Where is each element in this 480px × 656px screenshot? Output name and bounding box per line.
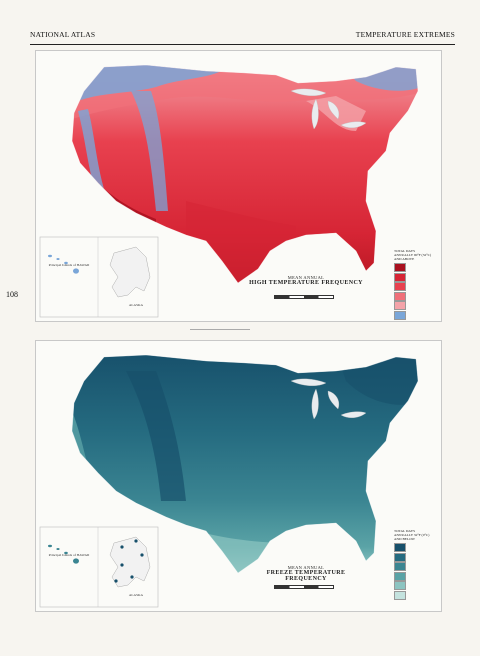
freeze-legend-swatch: [394, 590, 406, 600]
hawaii-inset-label: Principal Islands of HAWAII: [48, 263, 90, 267]
high-temperature-map-panel: Principal Islands of HAWAII ALASKA MEAN …: [35, 50, 442, 322]
freeze-map-scale-bar: [274, 585, 334, 593]
alaska-inset-label: ALASKA: [128, 303, 144, 307]
hawaii-inset-label-freeze: Principal Islands of HAWAII: [48, 553, 90, 557]
high-legend-swatch: [394, 301, 406, 310]
high-map-legend: TOTAL DAYS ANNUALLY 90°F (32°C) AND ABOV…: [394, 249, 434, 320]
inset-frame: [39, 236, 159, 318]
header-rule: [30, 44, 455, 45]
alaska-inset-label-freeze: ALASKA: [128, 593, 144, 597]
page-number: 108: [6, 290, 18, 299]
high-legend-swatch: [394, 263, 406, 272]
freeze-legend-swatch: [394, 581, 406, 590]
freeze-map-title: MEAN ANNUAL FREEZE TEMPERATURE FREQUENCY: [246, 565, 366, 582]
freeze-map-legend: TOTAL DAYS ANNUALLY 32°F (0°C) AND BELOW: [394, 529, 434, 600]
high-map-title-line2: HIGH TEMPERATURE FREQUENCY: [249, 280, 363, 286]
freeze-legend-swatch: [394, 562, 406, 571]
freeze-legend-swatch: [394, 552, 406, 562]
freeze-map-title-line2: FREEZE TEMPERATURE FREQUENCY: [266, 570, 346, 582]
freeze-temperature-map-panel: Principal Islands of HAWAII ALASKA MEAN …: [35, 340, 442, 612]
high-map-title: MEAN ANNUAL HIGH TEMPERATURE FREQUENCY: [246, 275, 366, 286]
freeze-legend-title: TOTAL DAYS ANNUALLY 32°F (0°C) AND BELOW: [394, 529, 430, 541]
high-map-title-line1: MEAN ANNUAL: [287, 275, 325, 280]
high-map-scale-bar: [274, 295, 334, 303]
high-legend-swatch: [394, 282, 406, 291]
freeze-map-title-line1: MEAN ANNUAL: [287, 565, 325, 570]
atlas-title: NATIONAL ATLAS: [30, 30, 96, 39]
freeze-legend-swatch: [394, 543, 406, 552]
freeze-legend-swatch: [394, 571, 406, 581]
high-legend-title: TOTAL DAYS ANNUALLY 90°F (32°C) AND ABOV…: [394, 249, 432, 261]
high-temperature-map: [39, 64, 419, 318]
freeze-temperature-map: [39, 354, 419, 608]
page-header: NATIONAL ATLAS TEMPERATURE EXTREMES: [30, 30, 455, 42]
high-legend-swatch: [394, 310, 406, 320]
map-credit: [160, 326, 280, 330]
section-title: TEMPERATURE EXTREMES: [355, 30, 455, 39]
high-legend-swatch: [394, 272, 406, 282]
high-legend-swatch: [394, 291, 406, 301]
